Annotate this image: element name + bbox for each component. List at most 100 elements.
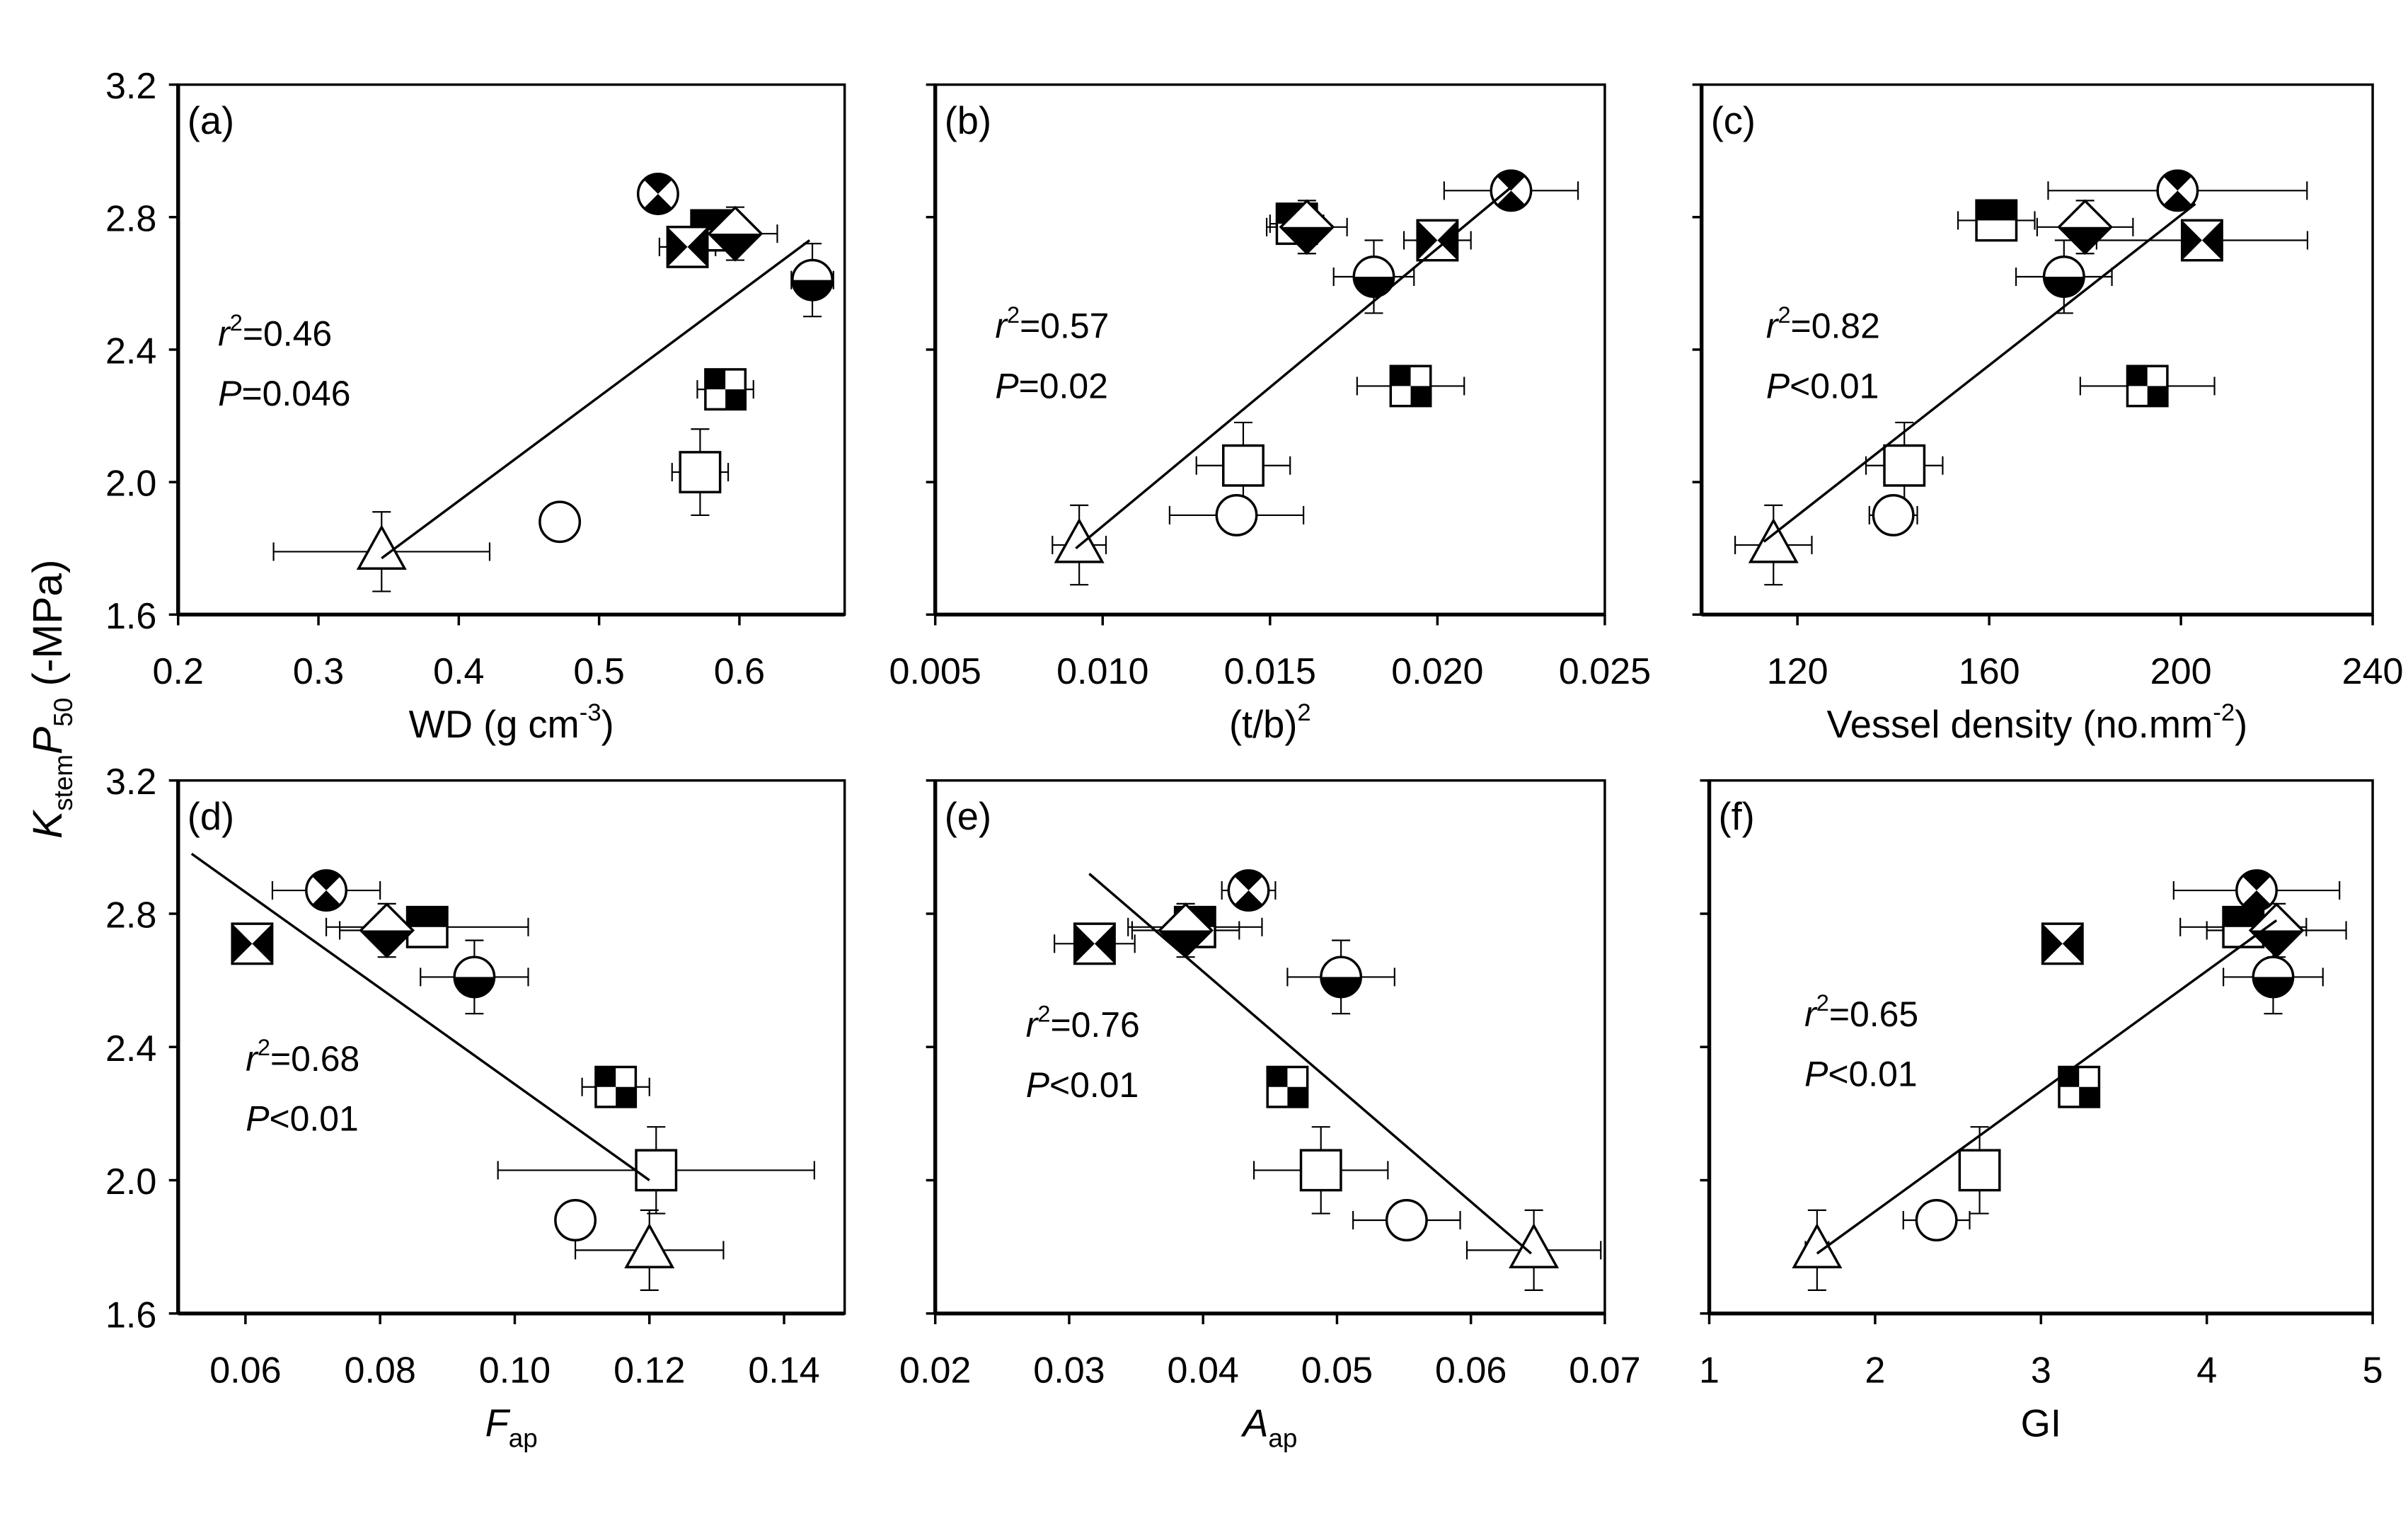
r-squared-value: =0.82 <box>1791 306 1880 346</box>
r-squared-label: r2=0.82 <box>1766 302 1880 346</box>
marker-fill <box>312 890 341 911</box>
x-tick-label: 0.14 <box>748 1350 819 1391</box>
r-sup: 2 <box>258 1035 270 1060</box>
p-value: <0.01 <box>270 1099 359 1139</box>
marker-fill <box>2250 930 2303 957</box>
r-squared-value: =0.76 <box>1050 1005 1139 1045</box>
marker-fill <box>312 870 341 891</box>
marker-fill <box>2182 220 2202 260</box>
marker-shape <box>538 500 582 544</box>
marker-fill <box>2127 366 2148 386</box>
circle-marker <box>1872 493 1915 536</box>
regression-line <box>1088 873 1532 1255</box>
plot-frame <box>933 779 1606 1315</box>
marker-fill <box>2201 220 2223 260</box>
marker-shape <box>1215 493 1258 536</box>
x-tick-label: 240 <box>2342 651 2404 692</box>
regression-line <box>1075 186 1512 550</box>
marker-fill <box>407 907 447 927</box>
crossed-circle-marker <box>1227 869 1270 912</box>
marker-shape <box>1958 1149 2001 1192</box>
x-tick-label: 0.10 <box>479 1350 551 1391</box>
square-marker <box>1958 1149 2001 1192</box>
p-value-label: P<0.01 <box>246 1099 359 1139</box>
r-squared-label: r2=0.76 <box>1026 1001 1140 1045</box>
crossed-circle-marker <box>2235 869 2278 912</box>
marker-fill <box>1094 924 1115 964</box>
x-axis-title-tail: ) <box>601 704 614 746</box>
x-tick-label: 0.02 <box>899 1350 971 1391</box>
x-axis-title-main: WD (g cm <box>409 704 580 746</box>
x-axis-title-main: (t/b) <box>1229 704 1297 746</box>
half-diamond-marker <box>1279 199 1335 256</box>
marker-fill <box>360 930 413 957</box>
p-symbol: P <box>1804 1055 1828 1094</box>
r-sup: 2 <box>1778 302 1790 328</box>
x-axis-title: WD (g cm-3) <box>409 699 614 746</box>
y-tick-label: 3.2 <box>105 66 156 107</box>
marker-shape <box>356 524 407 570</box>
x-tick-label: 0.005 <box>889 651 981 692</box>
r-symbol: r <box>246 1039 259 1079</box>
x-tick-label: 0.6 <box>714 651 765 692</box>
x-tick-label: 0.5 <box>573 651 624 692</box>
marker-fill <box>687 226 708 268</box>
marker-fill <box>643 173 672 195</box>
r-sup: 2 <box>1007 302 1020 328</box>
r-squared-label: r2=0.68 <box>246 1035 359 1079</box>
x-axis-title-main: GI <box>2021 1402 2061 1445</box>
x-tick-label: 0.07 <box>1569 1350 1640 1391</box>
p-value: =0.046 <box>241 374 350 413</box>
r-symbol: r <box>1804 994 1818 1034</box>
half-circle-marker <box>2042 256 2085 298</box>
marker-fill <box>1410 386 1431 406</box>
checker-square-marker <box>1266 1065 1309 1108</box>
marker-fill <box>1417 220 1438 260</box>
regression-line <box>1816 919 2278 1255</box>
bowtie-square-marker <box>2041 922 2084 965</box>
marker-fill <box>1280 226 1333 253</box>
crossed-circle-marker <box>636 173 679 215</box>
square-marker <box>1222 444 1265 487</box>
x-tick-label: 3 <box>2031 1350 2051 1391</box>
x-tick-label: 120 <box>1767 651 1828 692</box>
x-tick-label: 0.3 <box>293 651 344 692</box>
marker-shape <box>1222 444 1265 487</box>
circle-marker <box>1385 1199 1428 1241</box>
x-axis-title-main: A <box>1240 1402 1268 1445</box>
marker-shape <box>624 1223 675 1268</box>
p-value-label: P=0.02 <box>995 366 1108 406</box>
checker-square-marker <box>2126 365 2169 408</box>
half-circle-marker <box>791 258 834 302</box>
marker-shape <box>1915 1199 1958 1241</box>
y-tick-label: 1.6 <box>105 1295 156 1336</box>
plot-frame <box>1700 83 2374 616</box>
x-tick-label: 0.2 <box>153 651 204 692</box>
checker-square-marker <box>704 368 747 411</box>
y-tick-label: 2.8 <box>105 895 156 936</box>
panel-label: (a) <box>188 100 234 142</box>
marker-fill <box>643 194 672 214</box>
p-value: <0.01 <box>1049 1065 1139 1105</box>
bowtie-square-marker <box>1073 922 1116 965</box>
x-axis-title: GI <box>2021 1402 2061 1445</box>
half-circle-marker <box>1352 256 1395 298</box>
r-squared-value: =0.46 <box>243 314 332 354</box>
marker-shape <box>554 1199 597 1241</box>
r-squared-label: r2=0.65 <box>1804 990 1918 1034</box>
crossed-circle-marker <box>1490 169 1533 212</box>
panel-label: (b) <box>945 100 991 142</box>
half-diamond-marker <box>2248 902 2305 958</box>
x-tick-label: 0.020 <box>1391 651 1483 692</box>
marker-shape <box>1792 1223 1843 1268</box>
p-value: <0.01 <box>1790 366 1879 406</box>
marker-fill <box>709 234 761 260</box>
marker-fill <box>2242 890 2271 911</box>
regression-line <box>381 239 811 560</box>
circle-marker <box>1915 1199 1958 1241</box>
square-marker <box>1883 444 1926 487</box>
x-axis-title-tail: ) <box>2235 704 2247 746</box>
p-symbol: P <box>1766 366 1790 406</box>
marker-fill <box>2163 171 2192 191</box>
marker-fill <box>616 1086 636 1107</box>
